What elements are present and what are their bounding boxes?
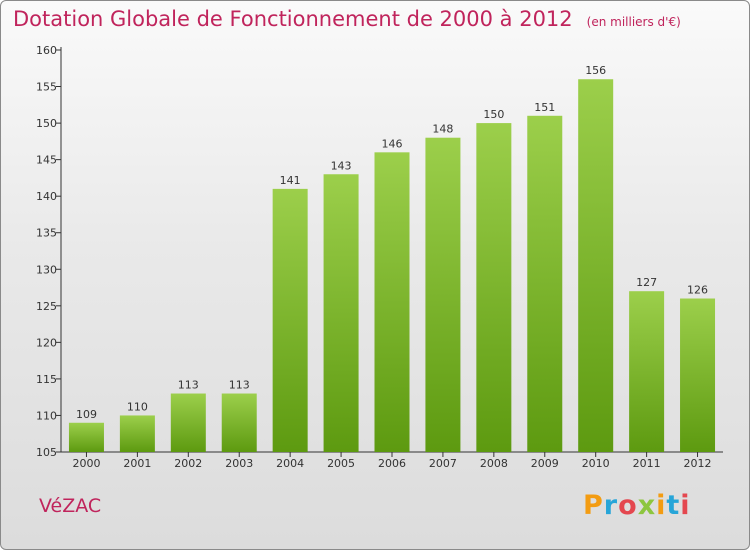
x-tick-label: 2008 bbox=[480, 457, 508, 470]
data-label: 110 bbox=[127, 400, 148, 413]
x-tick-label: 2004 bbox=[276, 457, 304, 470]
logo-letter: t bbox=[666, 490, 681, 521]
data-label: 146 bbox=[382, 137, 403, 150]
x-tick-label: 2002 bbox=[174, 457, 202, 470]
chart-unit: (en milliers d'€) bbox=[586, 15, 681, 29]
logo-letter: o bbox=[618, 490, 638, 521]
data-label: 113 bbox=[229, 379, 250, 392]
logo-letter: i bbox=[680, 490, 691, 521]
x-tick-label: 2009 bbox=[531, 457, 559, 470]
data-label: 156 bbox=[585, 64, 606, 77]
x-tick-label: 2007 bbox=[429, 457, 457, 470]
bar bbox=[119, 415, 155, 452]
y-tick-label: 160 bbox=[36, 44, 57, 57]
y-tick-label: 150 bbox=[36, 117, 57, 130]
y-tick-label: 120 bbox=[36, 336, 57, 349]
x-tick-label: 2005 bbox=[327, 457, 355, 470]
x-tick-label: 2000 bbox=[72, 457, 100, 470]
x-tick-label: 2003 bbox=[225, 457, 253, 470]
x-tick-label: 2010 bbox=[582, 457, 610, 470]
commune-name: VéZAC bbox=[39, 495, 102, 517]
bar bbox=[221, 393, 257, 452]
data-label: 127 bbox=[636, 276, 657, 289]
logo-letter: x bbox=[637, 490, 657, 521]
data-label: 151 bbox=[534, 101, 555, 114]
data-label: 113 bbox=[178, 379, 199, 392]
bar bbox=[323, 174, 359, 452]
y-tick-label: 140 bbox=[36, 190, 57, 203]
proxiti-logo[interactable]: Proxiti bbox=[583, 490, 691, 521]
data-label: 150 bbox=[483, 108, 504, 121]
bar bbox=[425, 137, 461, 452]
data-label: 109 bbox=[76, 408, 97, 421]
bar bbox=[476, 123, 512, 452]
title-text: Dotation Globale de Fonctionnement de 20… bbox=[13, 7, 573, 31]
y-tick-label: 130 bbox=[36, 263, 57, 276]
data-label: 141 bbox=[280, 174, 301, 187]
bar bbox=[374, 152, 410, 452]
y-tick-label: 110 bbox=[36, 409, 57, 422]
bar bbox=[68, 422, 104, 452]
x-tick-label: 2011 bbox=[633, 457, 661, 470]
bar bbox=[680, 298, 716, 452]
x-tick-label: 2001 bbox=[123, 457, 151, 470]
y-tick-label: 135 bbox=[36, 227, 57, 240]
data-label: 143 bbox=[331, 159, 352, 172]
y-tick-label: 115 bbox=[36, 373, 57, 386]
data-label: 126 bbox=[687, 284, 708, 297]
logo-letter: r bbox=[603, 490, 619, 521]
y-tick-label: 155 bbox=[36, 81, 57, 94]
bar bbox=[527, 115, 563, 453]
y-tick-label: 105 bbox=[36, 446, 57, 459]
x-tick-label: 2006 bbox=[378, 457, 406, 470]
y-tick-label: 145 bbox=[36, 154, 57, 167]
x-tick-label: 2012 bbox=[684, 457, 712, 470]
chart-title: Dotation Globale de Fonctionnement de 20… bbox=[13, 7, 681, 31]
logo-letter: i bbox=[656, 490, 667, 521]
bar bbox=[272, 188, 308, 452]
bar bbox=[170, 393, 206, 452]
data-label: 148 bbox=[432, 123, 453, 136]
y-tick-label: 125 bbox=[36, 300, 57, 313]
logo-letter: P bbox=[583, 490, 604, 521]
bar bbox=[629, 291, 665, 452]
bar bbox=[578, 79, 614, 453]
